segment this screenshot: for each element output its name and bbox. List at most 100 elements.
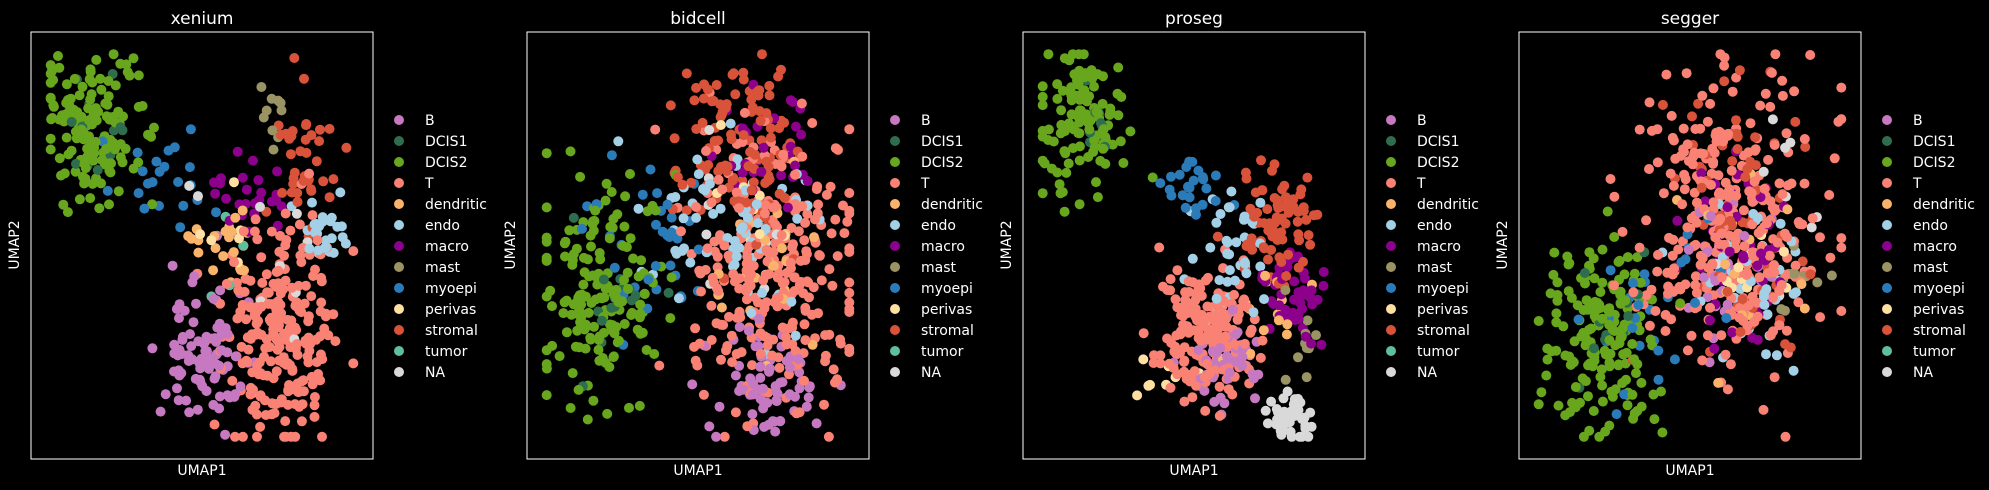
scatter-point-dcis2 bbox=[77, 81, 88, 92]
scatter-point-dcis2 bbox=[1584, 425, 1595, 436]
scatter-point-stromal bbox=[761, 156, 772, 167]
scatter-point-perivas bbox=[1143, 380, 1154, 391]
scatter-point-dcis2 bbox=[561, 327, 572, 338]
scatter-point-dcis2 bbox=[1675, 298, 1686, 309]
scatter-point-dcis2 bbox=[133, 70, 144, 81]
scatter-point-t bbox=[1239, 294, 1250, 305]
scatter-point-t bbox=[1165, 382, 1176, 393]
scatter-point-dcis2 bbox=[1635, 277, 1646, 288]
scatter-point-dcis2 bbox=[74, 194, 85, 205]
panel-title: proseg bbox=[1165, 9, 1223, 29]
scatter-point-t bbox=[1641, 290, 1652, 301]
scatter-point-stromal bbox=[1805, 269, 1816, 280]
scatter-point-stromal bbox=[1800, 142, 1811, 152]
scatter-point-t bbox=[1245, 327, 1256, 338]
scatter-point-dcis2 bbox=[1098, 124, 1109, 135]
scatter-point-dcis2 bbox=[128, 163, 139, 174]
scatter-point-t bbox=[1660, 309, 1671, 320]
legend-label: T bbox=[1912, 176, 1922, 192]
legend-marker bbox=[394, 262, 404, 272]
scatter-point-mast bbox=[1776, 304, 1787, 315]
scatter-point-dendritic bbox=[230, 212, 241, 223]
scatter-point-stromal bbox=[669, 133, 680, 144]
scatter-point-b bbox=[804, 382, 815, 393]
legend-marker bbox=[394, 325, 404, 335]
scatter-point-t bbox=[730, 407, 741, 418]
scatter-point-dendritic bbox=[239, 265, 249, 276]
scatter-point-dcis2 bbox=[649, 349, 660, 359]
scatter-point-t bbox=[1168, 363, 1179, 374]
scatter-point-macro bbox=[1752, 260, 1763, 271]
scatter-point-b bbox=[172, 350, 183, 361]
scatter-point-stromal bbox=[1732, 144, 1743, 154]
scatter-point-t bbox=[280, 416, 291, 427]
scatter-point-myoepi bbox=[184, 162, 195, 173]
scatter-point-dcis2 bbox=[149, 122, 159, 133]
scatter-point-stromal bbox=[289, 53, 300, 63]
scatter-point-dcis2 bbox=[1147, 172, 1158, 183]
scatter-point-stromal bbox=[1693, 98, 1704, 109]
scatter-point-t bbox=[1769, 205, 1780, 216]
scatter-point-t bbox=[813, 199, 824, 210]
scatter-point-dcis2 bbox=[1056, 105, 1067, 116]
scatter-point-perivas bbox=[1779, 246, 1789, 257]
scatter-point-t bbox=[1777, 90, 1788, 101]
scatter-point-t bbox=[1666, 110, 1677, 121]
scatter-point-b bbox=[1193, 345, 1204, 355]
scatter-point-dcis2 bbox=[1043, 135, 1054, 145]
scatter-point-t bbox=[1836, 114, 1847, 125]
scatter-point-t bbox=[769, 297, 780, 308]
scatter-point-b bbox=[734, 386, 745, 396]
scatter-point-t bbox=[823, 431, 834, 442]
scatter-point-dcis2 bbox=[565, 403, 576, 413]
scatter-point-t bbox=[1660, 326, 1671, 336]
scatter-point-endo bbox=[671, 248, 682, 259]
legend-label: endo bbox=[921, 218, 956, 234]
scatter-point-dcis2 bbox=[59, 109, 70, 120]
scatter-point-dcis2 bbox=[87, 77, 98, 88]
scatter-point-myoepi bbox=[102, 185, 113, 196]
scatter-point-dcis2 bbox=[625, 169, 635, 179]
scatter-point-t bbox=[1769, 372, 1780, 383]
scatter-point-t bbox=[296, 416, 307, 427]
scatter-point-t bbox=[1664, 232, 1674, 243]
legend-label: DCIS2 bbox=[425, 155, 467, 171]
scatter-point-t bbox=[265, 356, 276, 367]
scatter-point-endo bbox=[1222, 237, 1233, 248]
scatter-point-stromal bbox=[1281, 271, 1292, 281]
legend-item: tumor bbox=[1386, 344, 1460, 360]
scatter-point-b bbox=[687, 379, 698, 390]
scatter-point-myoepi bbox=[1164, 184, 1175, 195]
scatter-point-dcis2 bbox=[1596, 364, 1607, 375]
scatter-point-t bbox=[1781, 325, 1792, 336]
scatter-point-myoepi bbox=[637, 189, 648, 200]
scatter-point-t bbox=[306, 291, 317, 302]
scatter-point-t bbox=[307, 379, 318, 390]
scatter-point-stromal bbox=[318, 176, 329, 187]
scatter-point-t bbox=[1777, 75, 1788, 86]
scatter-point-b bbox=[211, 336, 222, 347]
legend-item: mast bbox=[1882, 260, 1949, 276]
scatter-point-t bbox=[830, 143, 841, 154]
scatter-point-t bbox=[1682, 222, 1693, 233]
scatter-point-t bbox=[780, 332, 791, 343]
scatter-point-t bbox=[812, 208, 823, 219]
scatter-point-t bbox=[712, 251, 723, 262]
scatter-point-perivas bbox=[1733, 262, 1744, 273]
scatter-point-t bbox=[713, 285, 724, 296]
scatter-point-stromal bbox=[284, 133, 295, 144]
legend-label: perivas bbox=[921, 302, 972, 318]
scatter-point-dcis2 bbox=[1632, 252, 1643, 263]
scatter-point-t bbox=[1628, 287, 1639, 298]
legend-label: DCIS1 bbox=[425, 134, 467, 150]
scatter-point-t bbox=[1214, 381, 1225, 392]
scatter-point-t bbox=[1747, 196, 1758, 207]
scatter-point-dcis2 bbox=[1059, 206, 1070, 217]
scatter-point-stromal bbox=[1265, 219, 1276, 230]
legend-item: NA bbox=[890, 365, 941, 381]
legend-marker bbox=[1386, 367, 1396, 377]
scatter-point-t bbox=[1797, 219, 1808, 230]
scatter-point-mast bbox=[1293, 352, 1303, 363]
